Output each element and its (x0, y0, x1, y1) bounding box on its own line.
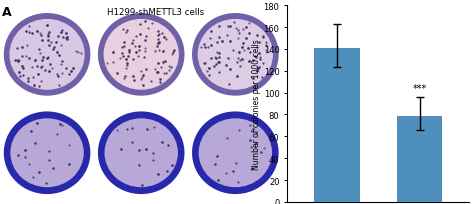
Bar (314, 49, 359, 202)
Text: ***: *** (412, 83, 427, 93)
Ellipse shape (199, 119, 272, 187)
Ellipse shape (198, 20, 273, 90)
Ellipse shape (10, 119, 84, 187)
Ellipse shape (192, 14, 279, 96)
Ellipse shape (192, 112, 279, 194)
Ellipse shape (98, 14, 184, 96)
Text: H1299-shMETTL3 cells: H1299-shMETTL3 cells (107, 8, 204, 17)
Ellipse shape (103, 20, 179, 90)
Text: A: A (2, 6, 12, 19)
Y-axis label: Number of colonies per 1000 cells: Number of colonies per 1000 cells (252, 39, 261, 169)
Ellipse shape (9, 20, 85, 90)
Ellipse shape (4, 112, 91, 194)
Ellipse shape (98, 112, 184, 194)
Ellipse shape (104, 119, 178, 187)
Ellipse shape (4, 14, 91, 96)
Bar (397, 116, 442, 202)
